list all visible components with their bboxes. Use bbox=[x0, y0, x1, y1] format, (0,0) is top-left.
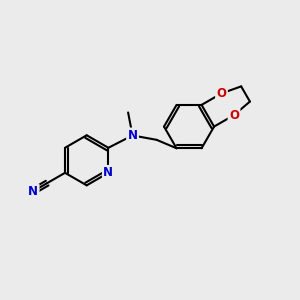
Text: N: N bbox=[128, 129, 137, 142]
Text: N: N bbox=[103, 166, 113, 179]
Text: O: O bbox=[229, 109, 239, 122]
Text: N: N bbox=[28, 185, 38, 198]
Text: O: O bbox=[217, 87, 226, 100]
